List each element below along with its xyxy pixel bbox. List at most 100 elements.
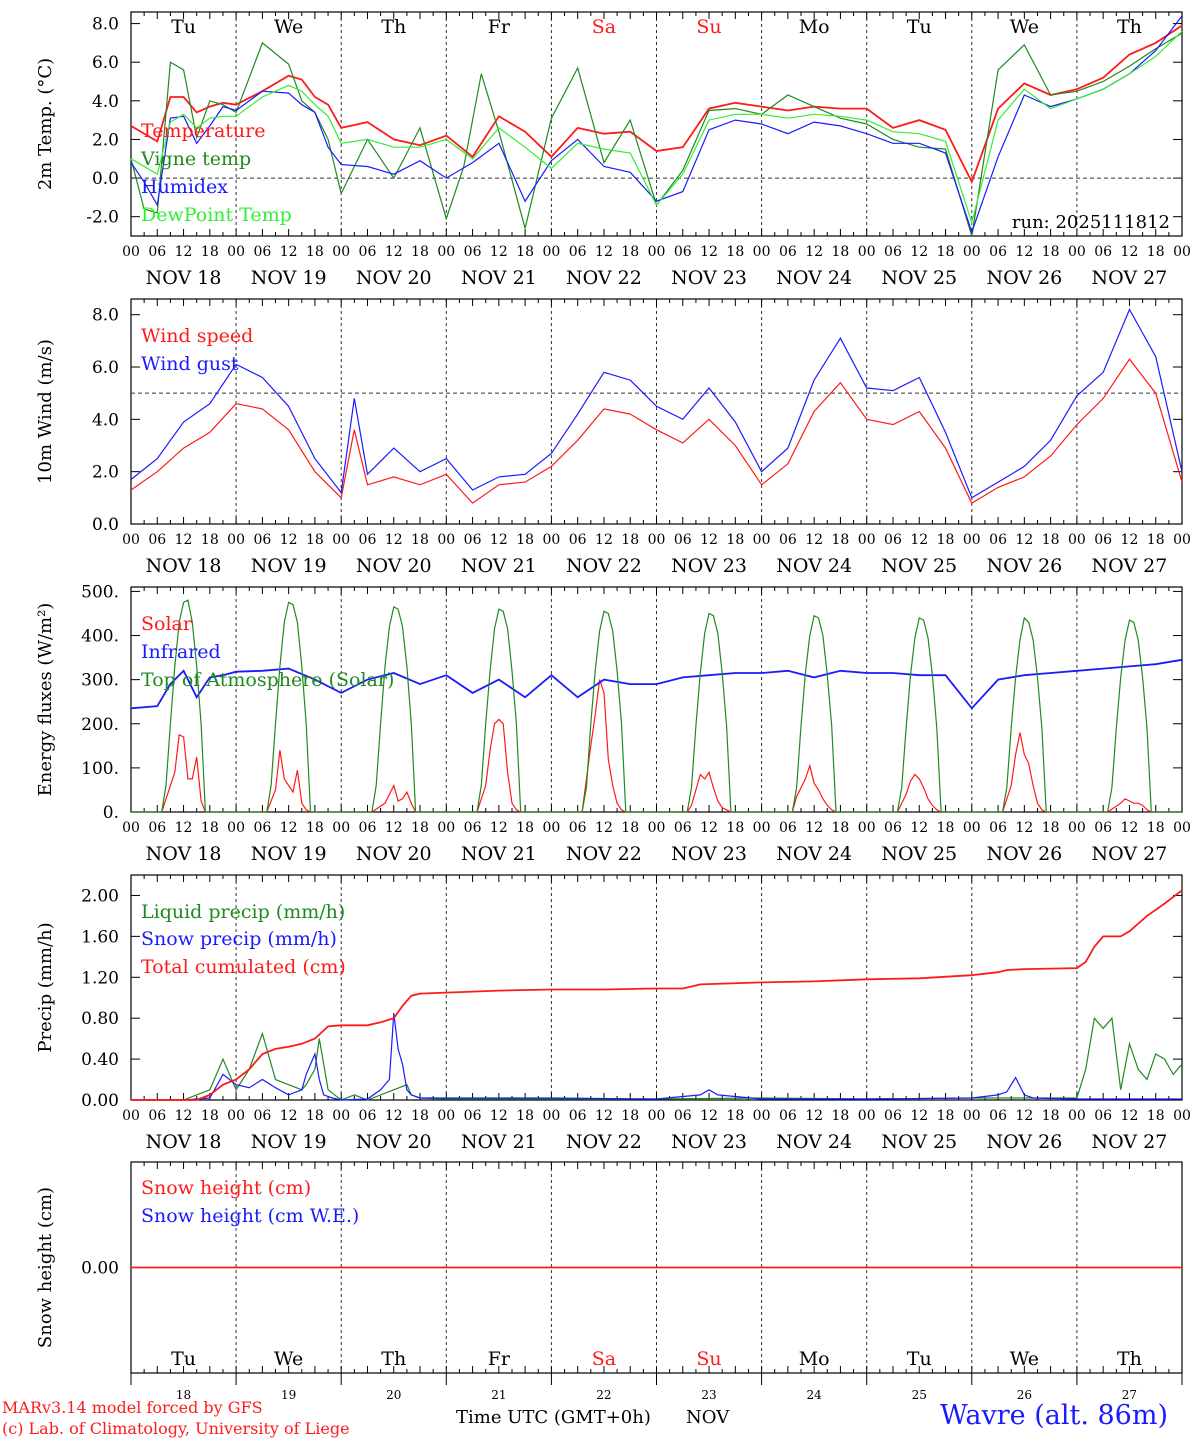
hour-tick-label: 18 [832,820,850,836]
date-label: NOV 20 [356,555,432,577]
y-tick-label: 2.00 [81,886,119,906]
hour-tick-label: 18 [1042,820,1060,836]
hour-tick-label: 18 [726,244,744,260]
hour-tick-label: 06 [253,820,271,836]
hour-tick-label: 06 [464,1108,482,1124]
day-number-label: 23 [701,1388,716,1402]
date-label: NOV 24 [776,1131,852,1153]
series-line [130,308,1183,499]
hour-tick-label: 18 [201,532,219,548]
hour-tick-label: 18 [411,820,429,836]
weekday-label: Th [381,1348,406,1370]
hour-tick-label: 12 [805,820,823,836]
hour-tick-label: 06 [569,820,587,836]
hour-tick-label: 12 [805,532,823,548]
hour-tick-label: 00 [753,1108,771,1124]
weekday-label: Mo [799,16,830,38]
hour-tick-label: 18 [726,820,744,836]
date-label: NOV 27 [1092,267,1168,289]
hour-tick-label: 00 [332,820,350,836]
weekday-label: We [1010,1348,1039,1370]
hour-tick-label: 18 [832,244,850,260]
hour-tick-label: 00 [1173,244,1191,260]
hour-tick-label: 18 [621,1108,639,1124]
hour-tick-label: 18 [726,532,744,548]
hour-tick-label: 06 [148,820,166,836]
legend-entry: Top of Atmosphere (Solar) [141,669,394,691]
hour-tick-label: 18 [306,244,324,260]
credit-line-1: MARv3.14 model forced by GFS [2,1398,263,1417]
hour-tick-label: 00 [332,532,350,548]
hour-tick-label: 00 [1173,532,1191,548]
hour-tick-label: 12 [700,820,718,836]
hour-tick-label: 12 [595,532,613,548]
panel-5: 0.00 Snow height (cm) Snow height (cm) Snow… [35,1161,1183,1402]
hour-tick-label: 18 [1147,820,1165,836]
hour-tick-label: 06 [884,820,902,836]
weekday-label: Fr [488,16,511,38]
hour-tick-label: 00 [963,532,981,548]
legend-entry: Liquid precip (mm/h) [141,901,345,923]
hour-tick-label: 12 [490,820,508,836]
weekday-label: Th [1117,16,1142,38]
hour-tick-label: 06 [674,244,692,260]
month-axis-label: NOV [686,1407,730,1428]
weekday-label: Mo [799,1348,830,1370]
hour-tick-label: 06 [569,532,587,548]
hour-tick-label: 00 [648,1108,666,1124]
time-axis-label: Time UTC (GMT+0h) [456,1407,651,1428]
hour-tick-label: 18 [621,244,639,260]
date-label: NOV 24 [776,843,852,865]
weekday-label: Tu [171,1348,196,1370]
hour-tick-label: 18 [411,1108,429,1124]
hour-tick-label: 18 [1042,1108,1060,1124]
hour-tick-label: 00 [437,532,455,548]
weekday-label: We [274,16,303,38]
hour-tick-label: 00 [858,820,876,836]
date-label: NOV 23 [671,843,747,865]
date-label: NOV 23 [671,555,747,577]
y-axis-label: Snow height (cm) [35,1187,56,1348]
hour-tick-label: 06 [569,1108,587,1124]
hour-tick-label: 06 [253,532,271,548]
y-tick-label: 300. [81,671,119,691]
hour-tick-label: 06 [359,244,377,260]
hour-tick-label: 06 [253,1108,271,1124]
y-tick-label: 4.0 [92,92,119,112]
y-tick-label: 0.0 [92,515,119,535]
hour-tick-label: 06 [569,244,587,260]
y-tick-label: 0.80 [81,1009,119,1029]
date-label: NOV 22 [566,267,642,289]
date-label: NOV 20 [356,843,432,865]
hour-tick-label: 06 [674,532,692,548]
hour-tick-label: 00 [858,244,876,260]
series-line [130,658,1183,710]
hour-tick-label: 12 [175,820,193,836]
hour-tick-label: 12 [1121,820,1139,836]
series-line [130,30,1183,225]
hour-tick-label: 12 [910,532,928,548]
hour-tick-label: 18 [937,820,955,836]
hour-tick-label: 00 [227,244,245,260]
day-number-label: 27 [1122,1388,1137,1402]
date-label: NOV 25 [881,555,957,577]
day-number-label: 22 [596,1388,611,1402]
date-label: NOV 27 [1092,843,1168,865]
hour-tick-label: 18 [621,532,639,548]
legend-entry: Wind speed [141,325,253,347]
hour-tick-label: 12 [175,1108,193,1124]
hour-tick-label: 06 [674,1108,692,1124]
legend-entry: Solar [141,613,193,635]
hour-tick-label: 06 [464,820,482,836]
day-number-label: 24 [807,1388,823,1402]
hour-tick-label: 18 [1147,532,1165,548]
hour-tick-label: 18 [306,532,324,548]
date-label: NOV 27 [1092,555,1168,577]
hour-tick-label: 18 [306,1108,324,1124]
hour-tick-label: 00 [648,820,666,836]
hour-tick-label: 18 [1042,532,1060,548]
date-label: NOV 24 [776,555,852,577]
date-label: NOV 22 [566,843,642,865]
hour-tick-label: 00 [227,820,245,836]
